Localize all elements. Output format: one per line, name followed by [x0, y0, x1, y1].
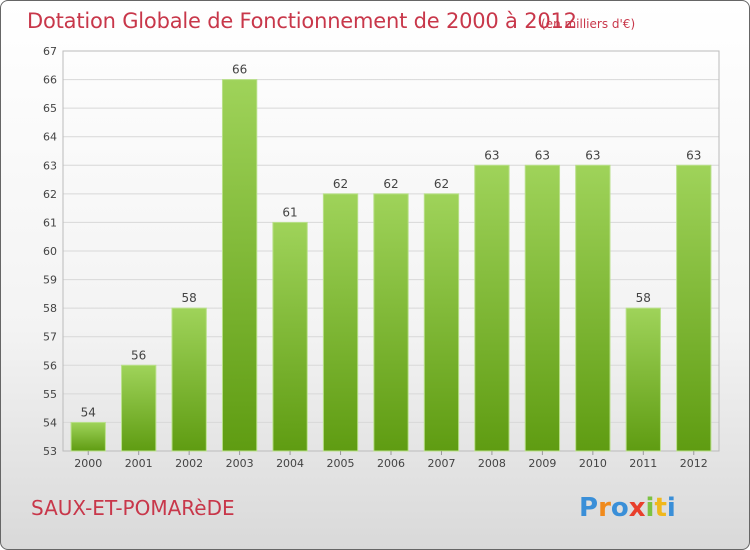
x-tick-label: 2010	[579, 457, 607, 470]
y-tick-label: 56	[43, 359, 57, 372]
x-tick-label: 2000	[74, 457, 102, 470]
x-tick-label: 2009	[528, 457, 556, 470]
value-label: 62	[434, 177, 449, 191]
value-label: 63	[585, 148, 600, 162]
value-label: 62	[383, 177, 398, 191]
bar-2006	[373, 193, 409, 452]
bar-2007	[423, 193, 460, 452]
x-tick-label: 2007	[427, 457, 455, 470]
bar-2005	[322, 193, 359, 452]
value-label: 63	[686, 148, 701, 162]
y-tick-label: 67	[43, 45, 57, 58]
y-tick-label: 63	[43, 159, 57, 172]
y-tick-label: 66	[43, 74, 57, 87]
y-tick-label: 61	[43, 216, 57, 229]
x-tick-label: 2003	[226, 457, 254, 470]
x-tick-label: 2001	[125, 457, 153, 470]
y-tick-label: 57	[43, 331, 57, 344]
y-tick-label: 62	[43, 188, 57, 201]
chart-title: Dotation Globale de Fonctionnement de 20…	[27, 9, 577, 33]
value-label: 63	[535, 148, 550, 162]
x-tick-label: 2012	[680, 457, 708, 470]
bar-2008	[474, 164, 510, 452]
bar-2001	[121, 364, 157, 452]
y-tick-label: 65	[43, 102, 57, 115]
commune-name: SAUX-ET-POMARèDE	[31, 496, 235, 520]
bar-2009	[524, 164, 561, 452]
bar-2003	[221, 79, 258, 452]
y-tick-label: 54	[43, 416, 57, 429]
bar-2004	[272, 221, 308, 452]
x-tick-label: 2004	[276, 457, 304, 470]
value-label: 54	[81, 405, 96, 419]
bar-2000	[70, 421, 106, 452]
y-tick-label: 58	[43, 302, 57, 315]
value-label: 62	[333, 177, 348, 191]
y-tick-label: 60	[43, 245, 57, 258]
value-label: 58	[636, 291, 651, 305]
y-tick-label: 59	[43, 274, 57, 287]
x-tick-label: 2011	[629, 457, 657, 470]
x-tick-label: 2008	[478, 457, 506, 470]
value-label: 63	[484, 148, 499, 162]
value-label: 66	[232, 63, 247, 77]
value-label: 56	[131, 348, 146, 362]
value-label: 58	[182, 291, 197, 305]
y-tick-label: 53	[43, 445, 57, 458]
y-tick-label: 55	[43, 388, 57, 401]
y-tick-label: 64	[43, 131, 57, 144]
proxiti-logo: Proxiti	[579, 493, 676, 523]
bar-2002	[171, 307, 207, 452]
bar-2011	[625, 307, 661, 452]
bar-2012	[676, 164, 712, 452]
value-label: 61	[282, 205, 297, 219]
bar-2010	[575, 164, 611, 452]
unit-label: (en milliers d'€)	[541, 17, 636, 31]
x-tick-label: 2002	[175, 457, 203, 470]
svg-text:Proxiti: Proxiti	[579, 493, 676, 523]
x-tick-label: 2005	[327, 457, 355, 470]
x-tick-label: 2006	[377, 457, 405, 470]
